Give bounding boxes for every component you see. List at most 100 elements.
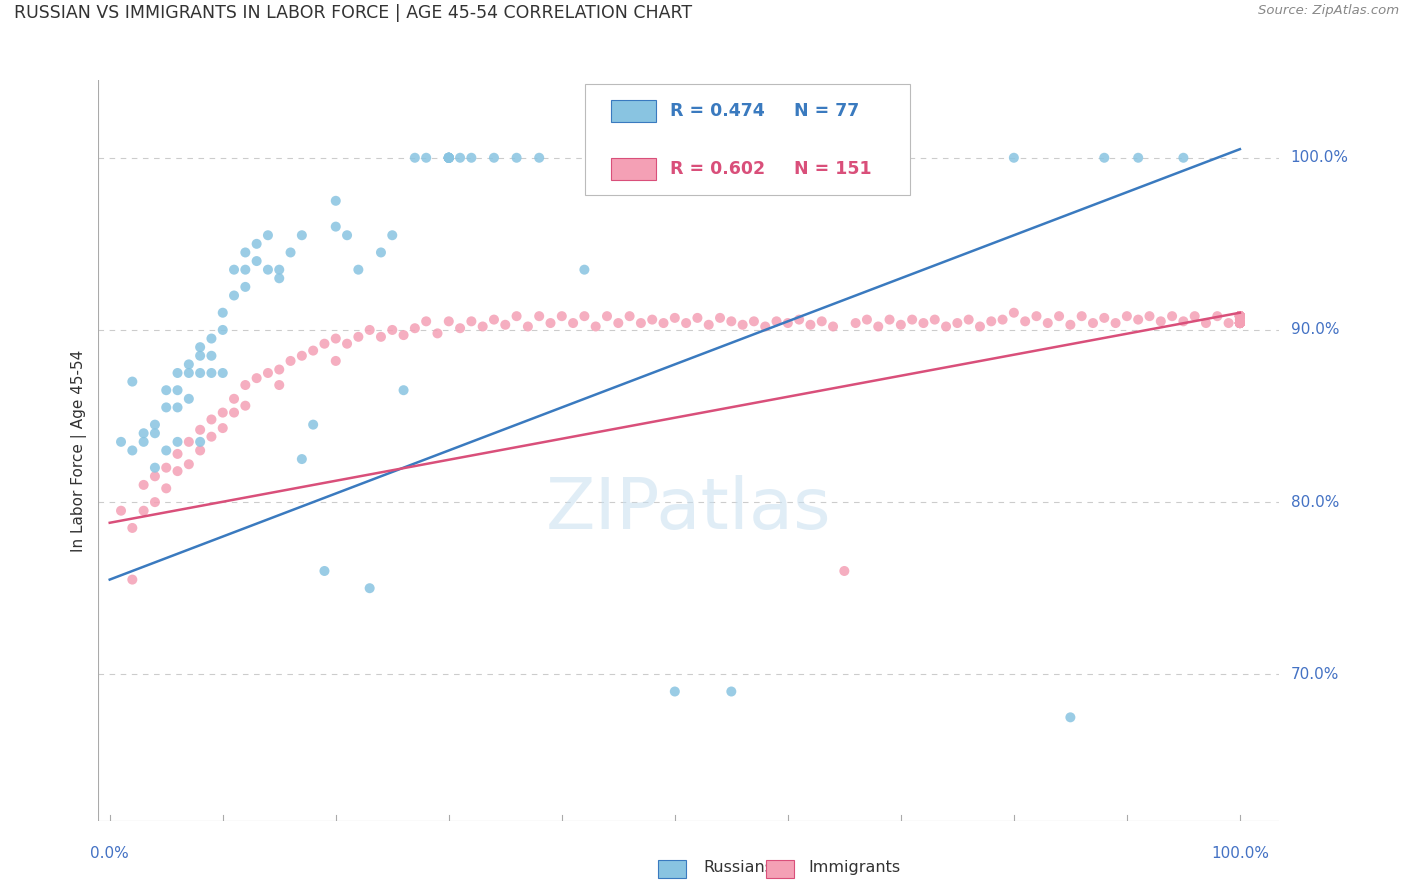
Point [166,434,188,449]
Point [381,323,404,337]
Point [675,316,697,330]
Point [246,371,269,385]
Point [211,406,233,420]
Point [155,401,177,415]
Point [1002,306,1025,320]
Point [946,316,969,330]
Point [1104,316,1126,330]
Point [200,412,222,426]
Point [121,521,143,535]
Point [482,312,505,326]
Point [222,262,245,277]
Text: 80.0%: 80.0% [1291,494,1339,509]
Point [709,310,731,325]
Point [1229,316,1251,330]
Point [437,151,460,165]
Point [607,316,630,330]
Text: RUSSIAN VS IMMIGRANTS IN LABOR FORCE | AGE 45-54 CORRELATION CHART: RUSSIAN VS IMMIGRANTS IN LABOR FORCE | A… [14,4,692,22]
Point [1128,312,1150,326]
Point [314,336,336,351]
Point [155,460,177,475]
Point [155,383,177,397]
Text: 90.0%: 90.0% [1291,322,1339,337]
Point [415,151,437,165]
Point [482,151,505,165]
Text: Immigrants: Immigrants [808,860,901,874]
Point [912,316,935,330]
Point [211,366,233,380]
Point [269,378,291,392]
Point [1002,151,1025,165]
Point [1229,309,1251,323]
Point [1092,310,1115,325]
Point [890,318,912,332]
Point [776,316,799,330]
Point [1014,314,1036,328]
Point [494,318,516,332]
Point [233,378,256,392]
Point [505,309,527,323]
Point [1229,316,1251,330]
Point [834,151,856,165]
Point [1218,316,1240,330]
Point [437,151,460,165]
Point [1229,309,1251,323]
Point [177,392,200,406]
Point [1229,309,1251,323]
Point [211,421,233,435]
Point [845,316,868,330]
Point [437,151,460,165]
Point [233,262,256,277]
Point [574,309,596,323]
Point [188,366,211,380]
Point [720,314,742,328]
Point [821,319,844,334]
Point [1173,151,1195,165]
Point [325,194,347,208]
Point [325,332,347,346]
Point [211,323,233,337]
Point [1229,309,1251,323]
Point [166,447,188,461]
Point [742,314,765,328]
Point [686,310,709,325]
Point [585,319,607,334]
Point [121,573,143,587]
Point [222,392,245,406]
Point [269,271,291,285]
Text: Source: ZipAtlas.com: Source: ZipAtlas.com [1258,4,1399,18]
Point [641,312,664,326]
Point [426,326,449,341]
Point [121,443,143,458]
Point [1229,316,1251,330]
Point [143,469,166,483]
Point [269,362,291,376]
Point [155,443,177,458]
Point [1229,316,1251,330]
Point [437,151,460,165]
Point [437,151,460,165]
Point [246,236,269,251]
Point [935,319,957,334]
Point [359,323,381,337]
Point [200,430,222,444]
Point [574,262,596,277]
Point [437,151,460,165]
Point [200,332,222,346]
Point [1229,309,1251,323]
Point [1229,316,1251,330]
Point [1229,309,1251,323]
Point [924,312,946,326]
Point [1173,314,1195,328]
Point [132,426,155,441]
Point [1059,710,1081,724]
Point [991,312,1014,326]
Point [516,319,538,334]
Point [787,312,810,326]
Point [188,443,211,458]
Point [347,330,370,344]
Point [810,314,832,328]
Text: N = 77: N = 77 [794,103,859,120]
Point [1229,309,1251,323]
Point [980,314,1002,328]
